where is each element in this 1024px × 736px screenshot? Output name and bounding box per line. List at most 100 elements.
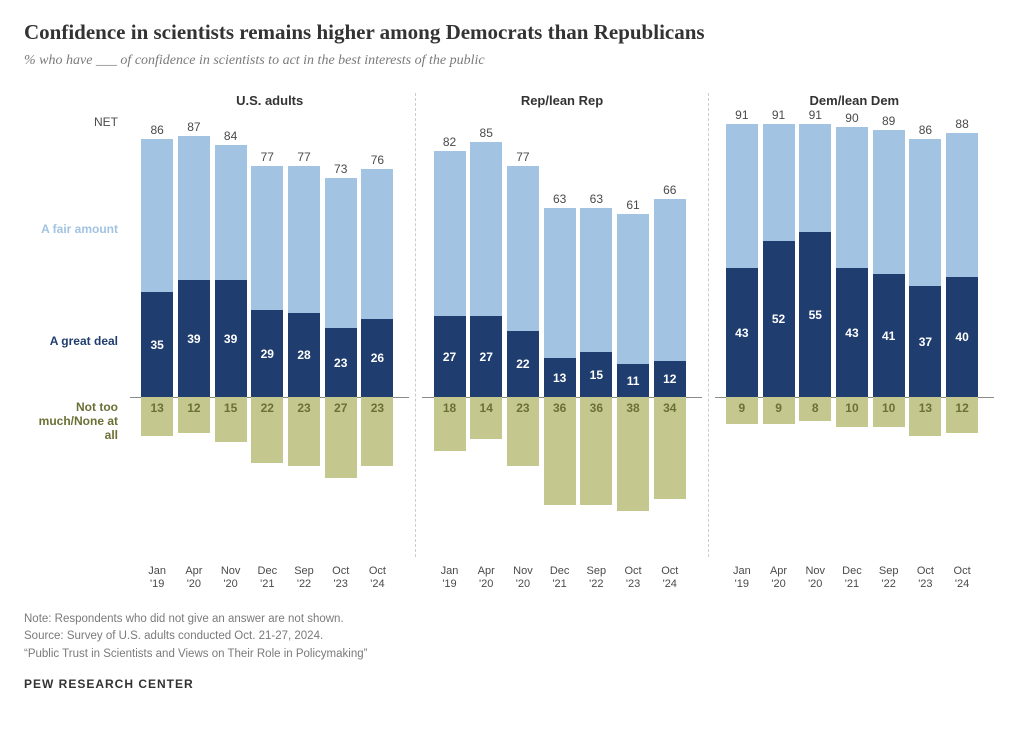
bar-fair — [288, 166, 320, 313]
net-label: 84 — [215, 129, 247, 143]
bar-great-label: 22 — [507, 357, 539, 371]
bar-great-label: 12 — [654, 372, 686, 386]
bar-low-label: 34 — [654, 401, 686, 415]
bar-great-label: 26 — [361, 351, 393, 365]
bar-fair — [726, 124, 758, 268]
bar-low-label: 36 — [580, 401, 612, 415]
bar-great-label: 55 — [799, 308, 831, 322]
bar-low-label: 9 — [763, 401, 795, 415]
note-line: Note: Respondents who did not give an an… — [24, 611, 1000, 628]
xaxis-label: Dec'21 — [833, 565, 871, 591]
bar-fair — [141, 139, 173, 292]
bar-great-label: 23 — [325, 356, 357, 370]
bar-fair — [434, 151, 466, 316]
bar-low-label: 23 — [507, 401, 539, 415]
bar-low-label: 15 — [215, 401, 247, 415]
xaxis-label: Nov'20 — [504, 565, 542, 591]
chart-panel: Dem/lean DemJan'1943919Apr'2052919Nov'20… — [709, 93, 1000, 557]
bar-great-label: 27 — [434, 350, 466, 364]
net-label: 91 — [726, 108, 758, 122]
net-label: 90 — [836, 111, 868, 125]
bar-great-label: 11 — [617, 374, 649, 388]
panel-title: U.S. adults — [130, 93, 409, 111]
bar-low-label: 10 — [836, 401, 868, 415]
xaxis-label: Oct'24 — [943, 565, 981, 591]
bar-fair — [946, 133, 978, 277]
chart-panel: Rep/lean RepJan'19278218Apr'20278514Nov'… — [416, 93, 708, 557]
xaxis-label: Oct'23 — [322, 565, 360, 591]
bar-fair — [654, 199, 686, 361]
legend-column: NET A fair amount A great deal Not too m… — [24, 93, 124, 557]
bar-low-label: 13 — [909, 401, 941, 415]
note-line: “Public Trust in Scientists and Views on… — [24, 646, 1000, 663]
bar-great-label: 39 — [215, 332, 247, 346]
bar-low-label: 23 — [361, 401, 393, 415]
bar-great-label: 40 — [946, 330, 978, 344]
bar-fair — [799, 124, 831, 232]
chart-title: Confidence in scientists remains higher … — [24, 20, 1000, 45]
xaxis-label: Oct'24 — [358, 565, 396, 591]
bar-low-label: 12 — [946, 401, 978, 415]
chart-area: NET A fair amount A great deal Not too m… — [24, 93, 1000, 557]
bar-fair — [580, 208, 612, 352]
bar-great-label: 15 — [580, 368, 612, 382]
net-label: 77 — [288, 150, 320, 164]
bar-great-label: 13 — [544, 371, 576, 385]
bar-great-label: 28 — [288, 348, 320, 362]
bars-area: Jan'19358613Apr'20398712Nov'20398415Dec'… — [130, 117, 409, 557]
bar-low-label: 23 — [288, 401, 320, 415]
note-line: Source: Survey of U.S. adults conducted … — [24, 628, 1000, 645]
net-label: 86 — [909, 123, 941, 137]
net-label: 66 — [654, 183, 686, 197]
legend-fair: A fair amount — [41, 223, 118, 237]
net-label: 91 — [763, 108, 795, 122]
bar-great-label: 29 — [251, 347, 283, 361]
xaxis-label: Oct'23 — [614, 565, 652, 591]
panels-container: U.S. adultsJan'19358613Apr'20398712Nov'2… — [124, 93, 1000, 557]
chart-subtitle: % who have ___ of confidence in scientis… — [24, 53, 1000, 69]
bar-low-label: 10 — [873, 401, 905, 415]
bar-great-label: 35 — [141, 338, 173, 352]
bar-fair — [909, 139, 941, 286]
bar-fair — [325, 178, 357, 328]
bar-low-label: 27 — [325, 401, 357, 415]
bar-fair — [215, 145, 247, 280]
bar-low-label: 38 — [617, 401, 649, 415]
bar-low-label: 9 — [726, 401, 758, 415]
bar-low-label: 36 — [544, 401, 576, 415]
chart-notes: Note: Respondents who did not give an an… — [24, 611, 1000, 663]
xaxis-label: Sep'22 — [285, 565, 323, 591]
net-label: 91 — [799, 108, 831, 122]
xaxis-label: Nov'20 — [212, 565, 250, 591]
bar-low-label: 18 — [434, 401, 466, 415]
xaxis-label: Sep'22 — [577, 565, 615, 591]
bar-low-label: 12 — [178, 401, 210, 415]
bar-great-label: 27 — [470, 350, 502, 364]
legend-net: NET — [94, 115, 118, 129]
footer-brand: PEW RESEARCH CENTER — [24, 677, 1000, 691]
bar-fair — [836, 127, 868, 268]
net-label: 61 — [617, 198, 649, 212]
net-label: 86 — [141, 123, 173, 137]
chart-panel: U.S. adultsJan'19358613Apr'20398712Nov'2… — [124, 93, 416, 557]
legend-low: Not too much/None at all — [24, 401, 118, 442]
bar-fair — [507, 166, 539, 331]
xaxis-label: Apr'20 — [175, 565, 213, 591]
legend-great: A great deal — [50, 335, 118, 349]
xaxis-label: Dec'21 — [541, 565, 579, 591]
net-label: 63 — [544, 192, 576, 206]
bar-fair — [544, 208, 576, 358]
bar-fair — [873, 130, 905, 274]
xaxis-label: Sep'22 — [870, 565, 908, 591]
xaxis-label: Apr'20 — [467, 565, 505, 591]
bar-low-label: 8 — [799, 401, 831, 415]
bar-fair — [763, 124, 795, 241]
net-label: 87 — [178, 120, 210, 134]
bars-area: Jan'1943919Apr'2052919Nov'2055918Dec'214… — [715, 117, 994, 557]
xaxis-label: Oct'24 — [651, 565, 689, 591]
bar-fair — [617, 214, 649, 364]
bar-fair — [251, 166, 283, 310]
bar-great-label: 43 — [836, 326, 868, 340]
net-label: 77 — [507, 150, 539, 164]
bar-great-label: 37 — [909, 335, 941, 349]
